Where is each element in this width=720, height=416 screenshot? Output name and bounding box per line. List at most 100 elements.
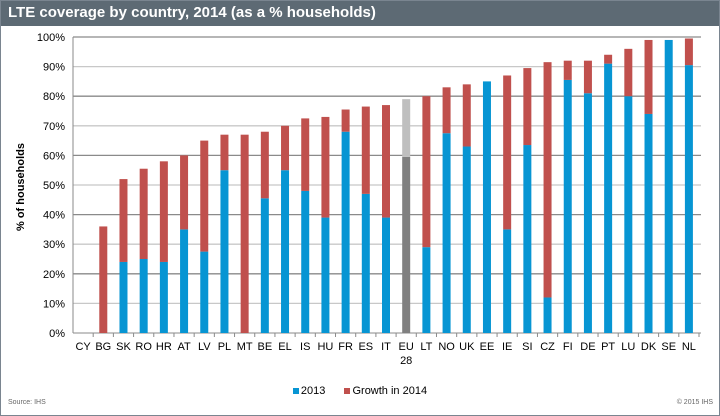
x-tick-label: IT (381, 341, 391, 353)
bar-2013-eu28 (402, 156, 411, 333)
bar-growth-fr (341, 109, 350, 132)
x-tick-label: BE (257, 341, 272, 353)
y-tick-label: 70% (43, 121, 65, 133)
bar-growth-be (260, 131, 269, 199)
bar-2013-sk (119, 261, 128, 333)
bar-2013-si (523, 145, 532, 333)
bar-growth-de (583, 60, 592, 94)
x-tick-label: NL (682, 341, 696, 353)
x-tick-label: CY (75, 341, 91, 353)
bar-growth-uk (462, 84, 471, 147)
legend-label: Growth in 2014 (352, 385, 428, 397)
x-tick-label: EU (399, 341, 414, 353)
x-tick-label: DK (641, 341, 657, 353)
y-tick-label: 0% (49, 328, 65, 340)
title-bar: LTE coverage by country, 2014 (as a % ho… (1, 1, 719, 26)
x-tick-label: IS (300, 341, 310, 353)
legend-swatch (344, 388, 351, 394)
bar-2013-uk (462, 146, 471, 333)
bar-2013-fi (563, 79, 572, 333)
x-tick-label: ES (358, 341, 373, 353)
plot-area: 0% 10% 20% 30% 40% 50% 60% 70% 80% 90% 100% CY BG SK R… (37, 32, 701, 367)
bar-2013-es (361, 193, 370, 333)
bar-2013-ie (503, 229, 512, 333)
legend-item-2013: 2013 (292, 385, 326, 397)
bar-growth-nl (684, 38, 693, 66)
bar-growth-cz (543, 62, 552, 298)
bar-growth-fi (563, 60, 572, 80)
bar-2013-is (301, 190, 310, 333)
bar-growth-is (301, 118, 310, 191)
legend-label: 2013 (300, 385, 326, 397)
y-tick-label: 90% (43, 62, 65, 74)
y-tick-label: 80% (43, 91, 65, 103)
source-note: Source: IHS (8, 399, 46, 406)
y-tick-label: 40% (43, 210, 65, 222)
x-tick-label: 28 (400, 355, 412, 367)
x-tick-label: UK (459, 341, 475, 353)
bar-2013-it (382, 217, 390, 333)
bar-2013-dk (644, 113, 653, 334)
x-tick-label: EL (278, 341, 291, 353)
x-tick-label: MT (237, 341, 253, 353)
bar-2013-ee (482, 81, 491, 334)
bar-growth-lt (422, 96, 431, 248)
y-tick-label: 30% (43, 239, 65, 251)
bar-growth-lu (624, 48, 633, 97)
x-tick-label: SK (116, 341, 131, 353)
x-tick-label: PL (218, 341, 231, 353)
bar-2013-pl (220, 170, 229, 333)
bar-growth-ie (503, 75, 512, 230)
bar-2013-lu (624, 96, 633, 333)
bar-2013-hu (321, 217, 330, 333)
bar-growth-mt (240, 134, 249, 333)
bar-2013-lv (200, 251, 209, 333)
bar-growth-dk (644, 39, 653, 114)
bar-growth-pt (604, 54, 613, 64)
bar-growth-ro (139, 168, 148, 259)
y-tick-label: 60% (43, 150, 65, 162)
bar-growth-es (361, 106, 370, 194)
x-tick-label: PT (601, 341, 615, 353)
bar-growth-sk (119, 179, 128, 262)
y-tick-label: 20% (43, 269, 65, 281)
x-tick-label: EE (480, 341, 495, 353)
x-tick-label: DE (580, 341, 595, 353)
bar-2013-ro (139, 259, 148, 333)
bar-2013-se (664, 39, 673, 334)
legend-swatch (292, 388, 299, 394)
legend: 2013 Growth in 2014 (1, 385, 719, 397)
bar-growth-at (180, 155, 189, 230)
legend-item-growth: Growth in 2014 (344, 385, 427, 397)
x-tick-label: HR (156, 341, 172, 353)
bar-2013-fr (341, 131, 350, 333)
x-tick-label: BG (95, 341, 111, 353)
x-tick-label: LU (621, 341, 635, 353)
x-tick-label: LV (198, 341, 211, 353)
x-tick-label: NO (438, 341, 455, 353)
bar-growth-hr (159, 161, 168, 262)
x-tick-label: AT (177, 341, 191, 353)
bar-2013-at (180, 229, 189, 333)
bar-growth-lv (200, 140, 209, 252)
bar-2013-hr (159, 261, 168, 333)
bar-growth-el (281, 125, 290, 171)
x-tick-label: FI (563, 341, 573, 353)
copyright-note: © 2015 IHS (676, 399, 713, 406)
bar-growth-eu28 (402, 99, 411, 157)
bar-growth-pl (220, 134, 229, 171)
y-tick-label: 50% (43, 180, 65, 192)
bar-2013-lt (422, 247, 431, 333)
bar-2013-el (281, 170, 290, 333)
y-tick-label: 100% (37, 32, 65, 44)
bar-2013-pt (604, 63, 613, 333)
x-tick-label: FR (338, 341, 353, 353)
x-tick-label: SE (661, 341, 676, 353)
bar-growth-hu (321, 116, 330, 218)
bar-growth-no (442, 87, 451, 134)
bar-2013-cz (543, 297, 552, 333)
x-tick-label: LT (420, 341, 432, 353)
bar-2013-be (260, 198, 269, 333)
x-tick-label: CZ (540, 341, 555, 353)
